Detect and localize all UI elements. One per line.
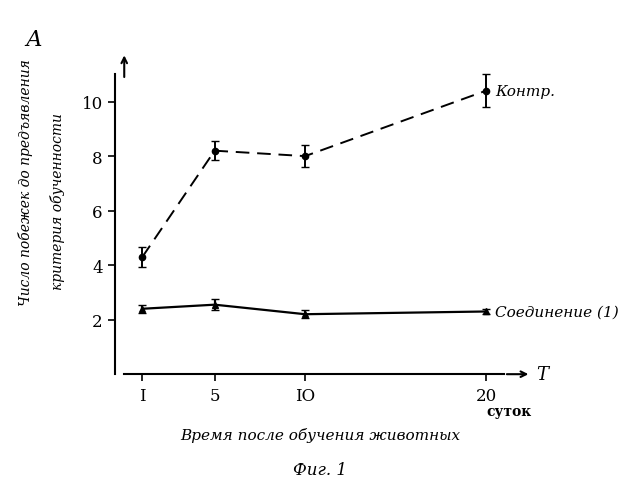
Text: Число побежек до предъявления: Число побежек до предъявления: [18, 59, 33, 306]
Text: Соединение (1): Соединение (1): [495, 305, 619, 319]
Text: Время после обучения животных: Время после обучения животных: [180, 427, 460, 442]
Text: критерия обученности: критерия обученности: [50, 113, 65, 290]
Text: Фиг. 1: Фиг. 1: [293, 461, 347, 478]
Text: А: А: [26, 29, 42, 51]
Text: суток: суток: [486, 404, 531, 418]
Text: T: T: [536, 365, 548, 384]
Text: Контр.: Контр.: [495, 84, 555, 98]
